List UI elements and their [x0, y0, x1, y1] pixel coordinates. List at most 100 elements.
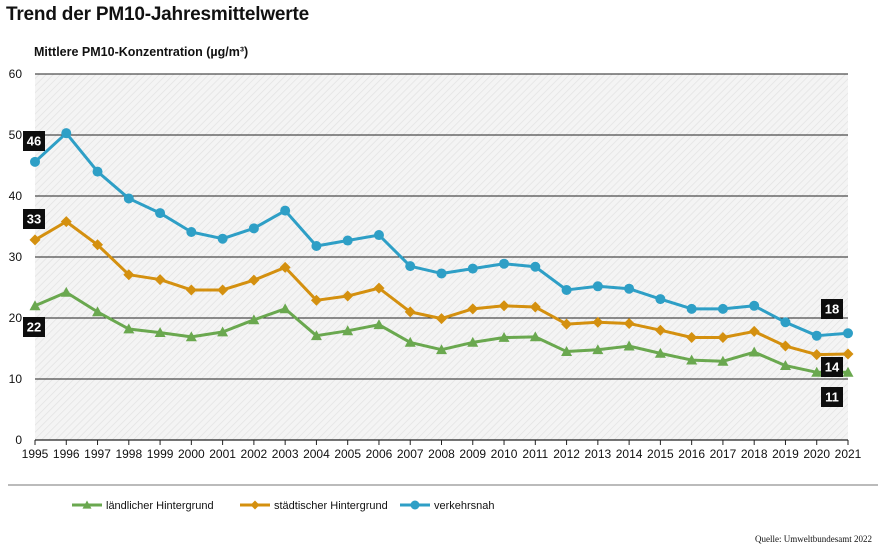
- data-point: [123, 269, 135, 281]
- data-point: [279, 303, 291, 314]
- x-tick-label: 2018: [741, 447, 768, 461]
- y-tick-label: 30: [9, 250, 23, 264]
- x-tick-label: 2019: [772, 447, 799, 461]
- data-point: [686, 332, 698, 344]
- data-point: [467, 336, 479, 347]
- data-point: [749, 300, 760, 311]
- x-tick-label: 1995: [22, 447, 49, 461]
- x-tick-label: 2021: [835, 447, 862, 461]
- y-tick-label: 40: [9, 189, 23, 203]
- data-point: [92, 166, 103, 177]
- data-point: [60, 216, 72, 228]
- y-tick-label: 0: [15, 433, 22, 447]
- data-point: [29, 234, 41, 246]
- series-diamond: [29, 216, 854, 361]
- data-point: [342, 325, 354, 336]
- x-tick-label: 2013: [584, 447, 611, 461]
- series-circle: [30, 128, 853, 341]
- series-triangle: [29, 286, 854, 377]
- data-point: [811, 366, 823, 377]
- x-tick-label: 1997: [84, 447, 111, 461]
- data-point: [592, 316, 604, 328]
- data-point: [311, 241, 322, 252]
- data-point: [310, 294, 322, 306]
- data-point: [373, 230, 384, 241]
- chart-title: Trend der PM10-Jahresmittelwerte: [6, 4, 309, 25]
- x-tick-label: 2004: [303, 447, 330, 461]
- data-point: [436, 268, 447, 279]
- data-point: [717, 355, 729, 366]
- x-tick-label: 2000: [178, 447, 205, 461]
- data-point: [467, 263, 478, 274]
- end-label-traffic: 18: [821, 299, 843, 319]
- data-point: [561, 318, 573, 330]
- y-tick-label: 60: [9, 67, 23, 81]
- data-point: [279, 261, 291, 273]
- data-point: [624, 283, 635, 294]
- x-tick-label: 2007: [397, 447, 424, 461]
- value-box-text: 18: [825, 302, 839, 317]
- x-tick-label: 2009: [459, 447, 486, 461]
- data-point: [843, 328, 853, 339]
- data-point: [404, 336, 416, 347]
- data-point: [717, 332, 729, 344]
- value-box-text: 46: [27, 134, 41, 149]
- x-tick-label: 2001: [209, 447, 236, 461]
- data-point: [623, 317, 635, 329]
- start-label-traffic: 46: [23, 131, 45, 151]
- legend-label: ländlicher Hintergrund: [106, 500, 214, 512]
- data-point: [686, 303, 697, 314]
- legend-label: verkehrsnah: [434, 500, 495, 512]
- data-point: [498, 300, 510, 312]
- series-layer: [29, 128, 854, 377]
- data-point: [779, 340, 791, 352]
- data-point: [405, 261, 416, 272]
- data-point: [217, 233, 228, 244]
- data-point: [592, 281, 603, 292]
- data-point: [82, 500, 92, 509]
- value-box: [821, 299, 843, 319]
- data-point: [123, 323, 135, 334]
- data-point: [373, 282, 385, 294]
- end-label-urban: 14: [821, 357, 843, 377]
- x-tick-label: 1999: [147, 447, 174, 461]
- data-point: [592, 344, 604, 355]
- x-tick-label: 2010: [491, 447, 518, 461]
- value-box-text: 14: [825, 360, 840, 375]
- data-point: [655, 294, 666, 305]
- data-point: [92, 306, 104, 317]
- value-box: [23, 209, 45, 229]
- data-point: [811, 330, 822, 341]
- data-point: [185, 331, 197, 342]
- data-point: [686, 354, 698, 365]
- legend: ländlicher Hintergrund städtischer Hinter…: [72, 500, 495, 512]
- legend-item-diamond: städtischer Hintergrund: [240, 500, 388, 512]
- data-point: [529, 331, 541, 342]
- source-note: Quelle: Umweltbundesamt 2022: [755, 534, 872, 544]
- data-point: [498, 332, 510, 342]
- data-point: [561, 346, 573, 356]
- data-point: [92, 239, 104, 251]
- data-point: [310, 330, 322, 341]
- y-tick-label: 10: [9, 372, 23, 386]
- data-point: [248, 274, 260, 286]
- data-point: [842, 366, 854, 377]
- data-point: [530, 261, 541, 272]
- data-point: [154, 274, 166, 286]
- data-point: [123, 193, 134, 204]
- data-point: [717, 303, 728, 314]
- data-point: [217, 326, 229, 337]
- data-point: [342, 235, 353, 246]
- x-tick-label: 2012: [553, 447, 580, 461]
- legend-item-circle: verkehrsnah: [400, 500, 495, 512]
- data-point: [623, 340, 635, 351]
- x-tick-label: 2002: [241, 447, 268, 461]
- x-tick-label: 2016: [678, 447, 705, 461]
- data-point: [811, 349, 823, 361]
- data-point: [30, 156, 40, 167]
- data-point: [280, 205, 291, 216]
- data-point: [155, 208, 166, 219]
- data-point: [186, 226, 197, 237]
- start-label-rural: 22: [23, 317, 45, 337]
- value-box: [23, 131, 45, 151]
